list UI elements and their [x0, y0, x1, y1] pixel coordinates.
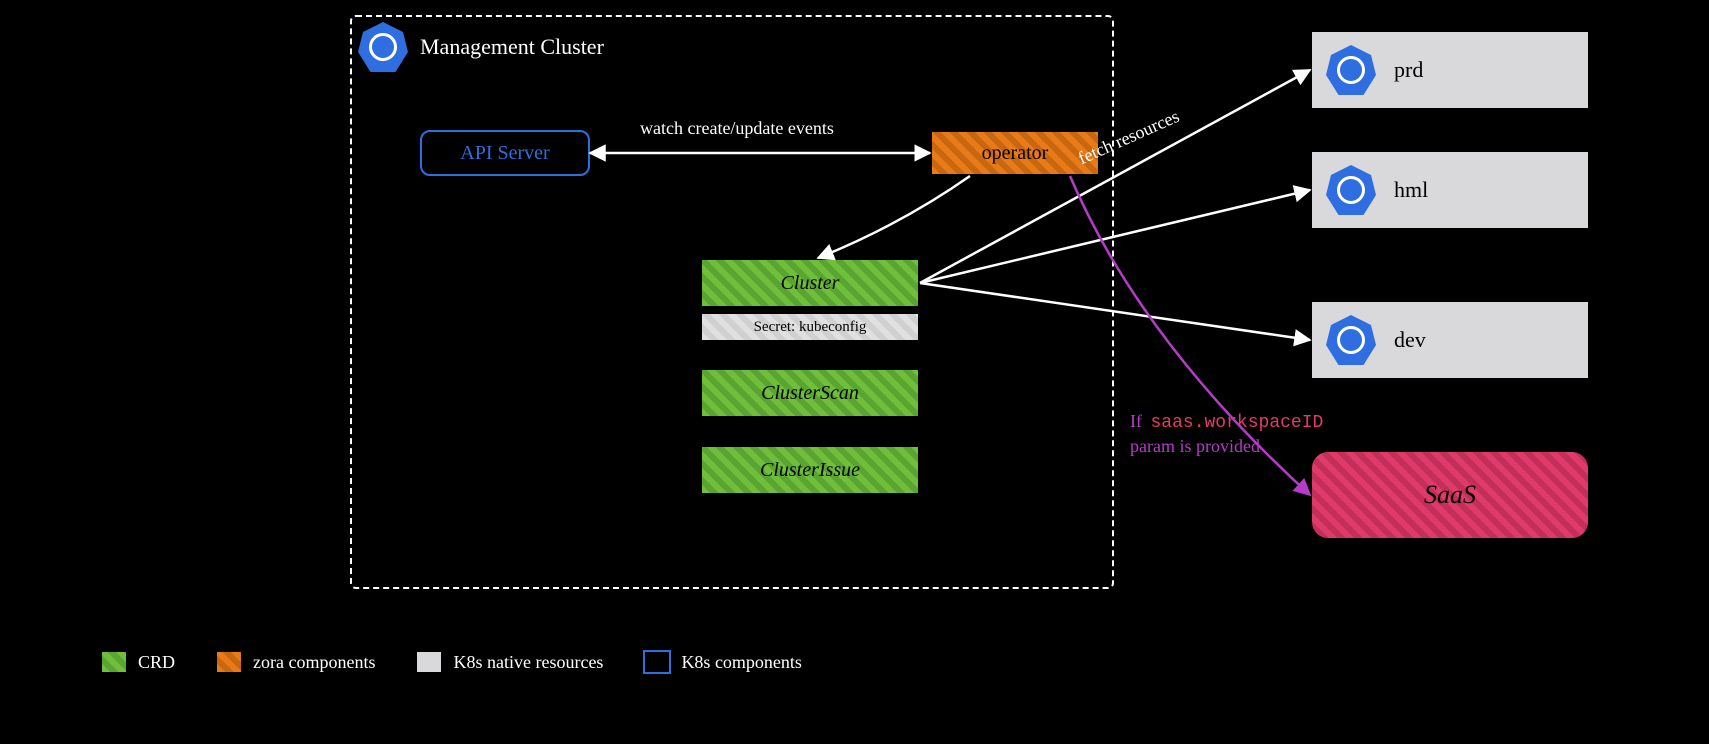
watch-label: watch create/update events: [640, 118, 834, 139]
annot-line2: param is provided: [1130, 436, 1260, 456]
legend-label-crd: CRD: [138, 652, 175, 673]
k8s-icon: [1326, 45, 1376, 95]
legend-item-k8s: K8s components: [643, 650, 802, 674]
saas-box: SaaS: [1310, 450, 1590, 540]
target-dev-label: dev: [1394, 327, 1426, 353]
crd-clusterissue: ClusterIssue: [700, 445, 920, 495]
api-server-box: API Server: [420, 130, 590, 176]
legend-swatch-blue: [643, 650, 671, 674]
legend-swatch-grey: [415, 650, 443, 674]
target-dev: dev: [1310, 300, 1590, 380]
secret-kubeconfig: Secret: kubeconfig: [700, 312, 920, 342]
legend-label-zora: zora components: [253, 652, 375, 673]
api-server-label: API Server: [460, 142, 549, 165]
target-prd-label: prd: [1394, 57, 1423, 83]
operator-label: operator: [982, 142, 1049, 165]
saas-annotation: If saas.workspaceID param is provided: [1130, 410, 1323, 459]
legend-item-crd: CRD: [100, 650, 175, 674]
legend-item-zora: zora components: [215, 650, 375, 674]
legend-swatch-orange: [215, 650, 243, 674]
crd-cluster-label: Cluster: [781, 272, 840, 295]
saas-label: SaaS: [1424, 480, 1476, 510]
diagram-stage: Management Cluster API Server operator C…: [0, 0, 1709, 744]
crd-clusterissue-label: ClusterIssue: [760, 459, 860, 482]
annot-code: saas.workspaceID: [1151, 413, 1324, 433]
annot-if: If: [1130, 411, 1142, 431]
legend: CRD zora components K8s native resources…: [100, 650, 802, 674]
secret-label: Secret: kubeconfig: [754, 319, 867, 336]
legend-item-native: K8s native resources: [415, 650, 603, 674]
legend-label-native: K8s native resources: [453, 652, 603, 673]
target-hml: hml: [1310, 150, 1590, 230]
k8s-icon: [1326, 315, 1376, 365]
crd-clusterscan-label: ClusterScan: [761, 382, 859, 405]
mgmt-title: Management Cluster: [420, 34, 604, 60]
crd-cluster: Cluster: [700, 258, 920, 308]
k8s-icon: [1326, 165, 1376, 215]
target-prd: prd: [1310, 30, 1590, 110]
legend-swatch-green: [100, 650, 128, 674]
target-hml-label: hml: [1394, 177, 1428, 203]
crd-clusterscan: ClusterScan: [700, 368, 920, 418]
operator-box: operator: [930, 130, 1100, 176]
legend-label-k8s: K8s components: [681, 652, 802, 673]
